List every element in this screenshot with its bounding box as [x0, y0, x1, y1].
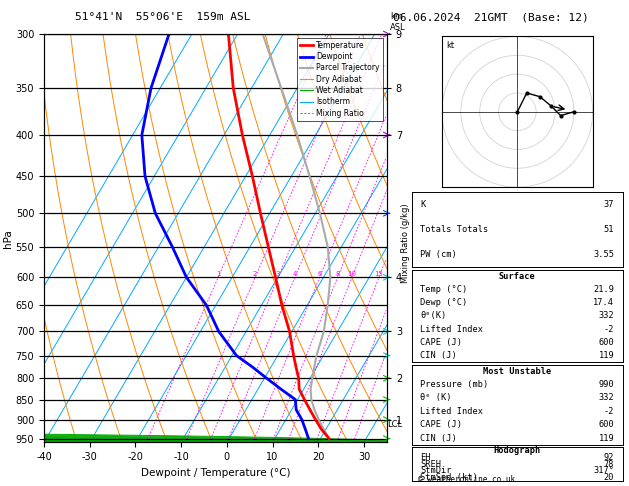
Text: θᵉ (K): θᵉ (K)	[420, 393, 452, 402]
Text: CAPE (J): CAPE (J)	[420, 420, 462, 429]
Text: θᵉ(K): θᵉ(K)	[420, 312, 447, 320]
Text: 2: 2	[253, 271, 257, 278]
Text: PW (cm): PW (cm)	[420, 250, 457, 259]
Text: Lifted Index: Lifted Index	[420, 325, 484, 333]
Text: CIN (J): CIN (J)	[420, 434, 457, 443]
Text: 20: 20	[604, 473, 615, 482]
Y-axis label: hPa: hPa	[3, 229, 13, 247]
Text: Pressure (mb): Pressure (mb)	[420, 380, 489, 389]
Text: Hodograph: Hodograph	[494, 446, 541, 455]
Text: 10: 10	[347, 271, 357, 278]
Text: 21.9: 21.9	[593, 285, 615, 294]
Text: 119: 119	[599, 434, 615, 443]
Text: -2: -2	[604, 407, 615, 416]
Text: 8: 8	[335, 271, 340, 278]
Text: EH: EH	[420, 453, 431, 462]
Text: kt: kt	[447, 41, 455, 50]
Text: 3: 3	[276, 271, 281, 278]
Text: Mixing Ratio (g/kg): Mixing Ratio (g/kg)	[401, 203, 410, 283]
Text: K: K	[420, 200, 426, 209]
Text: CIN (J): CIN (J)	[420, 351, 457, 360]
X-axis label: Dewpoint / Temperature (°C): Dewpoint / Temperature (°C)	[141, 468, 290, 478]
Text: StmDir: StmDir	[420, 467, 452, 475]
Text: 06.06.2024  21GMT  (Base: 12): 06.06.2024 21GMT (Base: 12)	[393, 12, 589, 22]
Text: SREH: SREH	[420, 460, 442, 469]
Text: 37: 37	[604, 200, 615, 209]
Text: Surface: Surface	[499, 272, 536, 281]
Text: km
ASL: km ASL	[390, 12, 406, 32]
Text: 51°41'N  55°06'E  159m ASL: 51°41'N 55°06'E 159m ASL	[75, 12, 251, 22]
Text: 3.55: 3.55	[593, 250, 615, 259]
Text: Most Unstable: Most Unstable	[483, 366, 552, 376]
Text: 332: 332	[599, 393, 615, 402]
Text: 317°: 317°	[593, 467, 615, 475]
Text: 51: 51	[604, 225, 615, 234]
Text: 4: 4	[292, 271, 297, 278]
Text: 6: 6	[317, 271, 322, 278]
Text: 600: 600	[599, 338, 615, 347]
Text: 92: 92	[604, 453, 615, 462]
Text: 1: 1	[216, 271, 220, 278]
Text: © weatheronline.co.uk: © weatheronline.co.uk	[418, 474, 515, 484]
Text: LCL: LCL	[387, 420, 402, 429]
Text: -2: -2	[604, 325, 615, 333]
Text: 15: 15	[374, 271, 384, 278]
Text: Totals Totals: Totals Totals	[420, 225, 489, 234]
Text: CAPE (J): CAPE (J)	[420, 338, 462, 347]
Text: StmSpd (kt): StmSpd (kt)	[420, 473, 478, 482]
Text: Lifted Index: Lifted Index	[420, 407, 484, 416]
Text: 78: 78	[604, 460, 615, 469]
Text: 990: 990	[599, 380, 615, 389]
Text: Temp (°C): Temp (°C)	[420, 285, 468, 294]
Text: 17.4: 17.4	[593, 298, 615, 307]
Text: 332: 332	[599, 312, 615, 320]
Text: Dewp (°C): Dewp (°C)	[420, 298, 468, 307]
Text: 600: 600	[599, 420, 615, 429]
Legend: Temperature, Dewpoint, Parcel Trajectory, Dry Adiabat, Wet Adiabat, Isotherm, Mi: Temperature, Dewpoint, Parcel Trajectory…	[297, 38, 383, 121]
Text: 119: 119	[599, 351, 615, 360]
